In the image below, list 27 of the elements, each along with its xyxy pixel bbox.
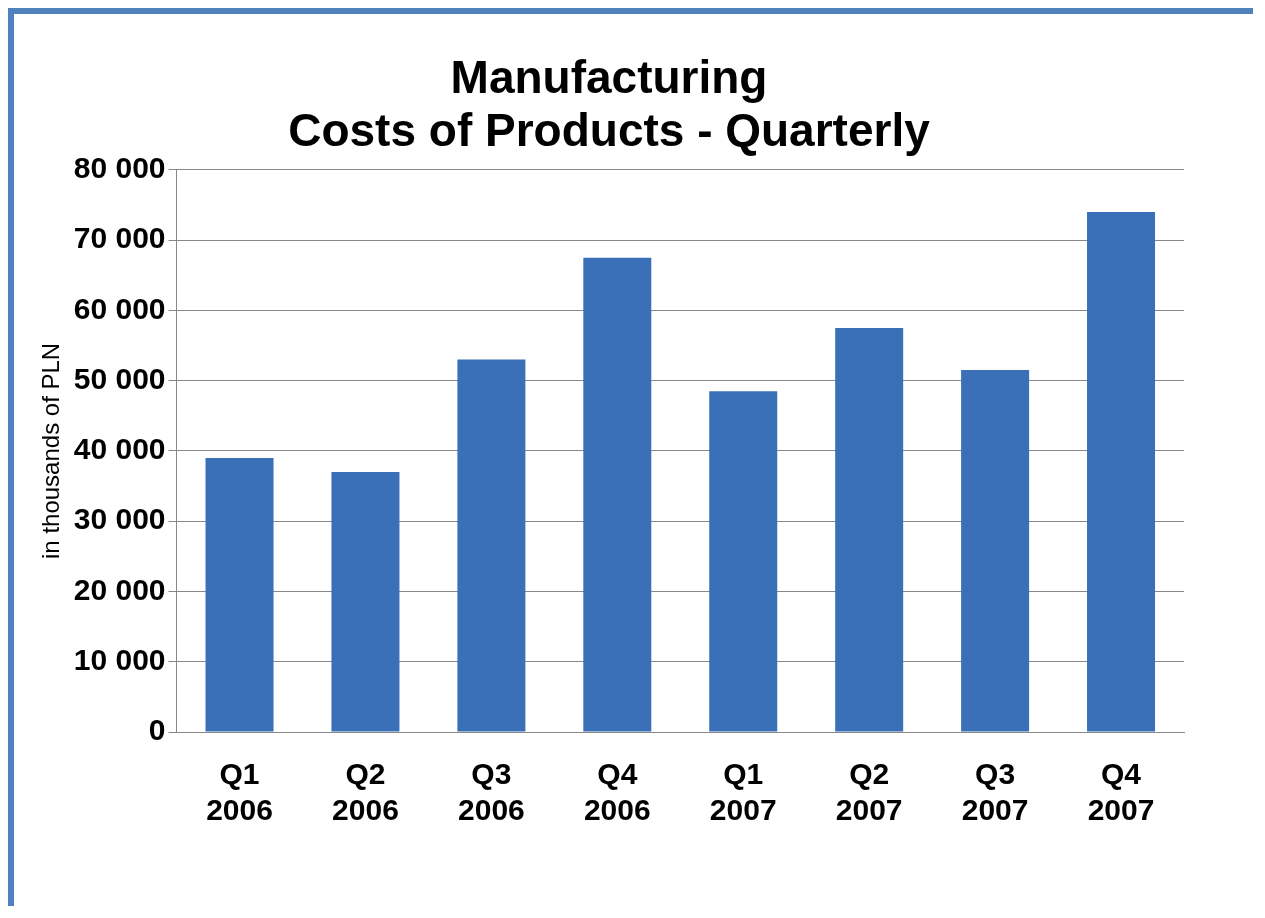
y-tick-label: 60 000 <box>73 291 166 325</box>
bar <box>709 391 778 732</box>
y-tick-label: 70 000 <box>73 221 166 255</box>
y-tick-label: 50 000 <box>73 361 166 395</box>
bar <box>1087 211 1156 732</box>
bar <box>331 471 400 732</box>
y-axis-title: in thousands of PLN <box>37 342 65 559</box>
bar <box>961 370 1030 732</box>
x-tick-label: Q4 2007 <box>1087 757 1155 827</box>
y-tick-label: 30 000 <box>73 502 166 536</box>
y-tick-label: 20 000 <box>73 572 166 606</box>
y-tick-label: 0 <box>148 713 166 747</box>
bar <box>835 327 904 732</box>
x-tick-label: Q4 2006 <box>583 757 651 827</box>
bar <box>205 457 274 732</box>
x-tick-label: Q3 2006 <box>458 757 525 827</box>
bar <box>457 359 526 732</box>
y-tick-label: 80 000 <box>73 151 166 185</box>
x-tick-label: Q1 2006 <box>206 757 273 827</box>
chart-title: Manufacturing Costs of Products - Quarterly <box>288 51 931 157</box>
y-tick-label: 40 000 <box>73 432 166 466</box>
bar <box>583 257 652 732</box>
x-tick-label: Q2 2006 <box>332 757 399 827</box>
x-tick-label: Q1 2007 <box>709 757 777 827</box>
x-tick-label: Q2 2007 <box>835 757 903 827</box>
x-tick-label: Q3 2007 <box>961 757 1029 827</box>
y-tick-label: 10 000 <box>73 642 166 676</box>
